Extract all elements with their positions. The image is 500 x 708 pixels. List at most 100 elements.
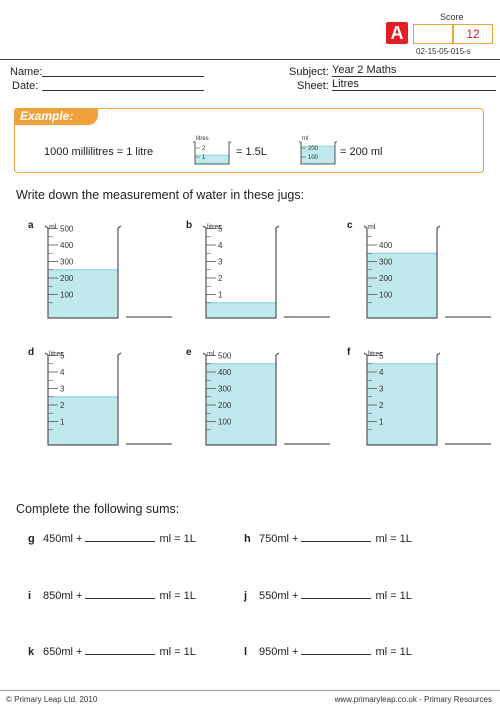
subject-value: Year 2 Maths (332, 65, 496, 77)
jug-e-outline (202, 352, 280, 446)
sum-right: ml = 1L (159, 646, 196, 658)
sum-row-k: k 650ml + ml = 1L (28, 645, 196, 658)
sum-left: 950ml + (259, 646, 299, 658)
sum-row-g: g 450ml + ml = 1L (28, 532, 196, 545)
sum-row-i: i 850ml + ml = 1L (28, 589, 196, 602)
sum-letter: h (244, 533, 251, 545)
example-jug2-unit: ml (302, 136, 308, 142)
primary-leap-logo: A (386, 22, 408, 44)
subject-label: Subject: (289, 66, 329, 78)
jug-b-water (206, 302, 276, 318)
jug-e-tick-label: 400 (218, 368, 232, 377)
example-box (14, 108, 484, 173)
jug-d-tick-label: 3 (60, 385, 65, 394)
jug-f-tick-label: 3 (379, 385, 384, 394)
sum-letter: l (244, 646, 248, 658)
jug-e: ml 500 400 300 200 100 (202, 351, 330, 446)
example-jug2-tick-100: 100 (308, 155, 319, 161)
date-line[interactable] (42, 90, 204, 91)
jug-letter-b: b (186, 220, 193, 231)
example-jug2-answer: = 200 ml (340, 146, 383, 158)
jug-e-unit: ml (207, 351, 215, 358)
jug-c: ml 400 300 200 100 (363, 224, 491, 319)
example-jug1-answer: = 1.5L (236, 146, 267, 158)
jug-b-tick-label: 5 (218, 225, 223, 234)
jug-letter-e: e (186, 347, 192, 358)
sum-left: 650ml + (43, 646, 83, 658)
example-tab: Example: (14, 108, 98, 125)
jug-d-tick-label: 1 (60, 418, 65, 427)
jug-letter-a: a (28, 220, 34, 231)
sum-left: 550ml + (259, 590, 299, 602)
example-jug1-tick-2: 2 (202, 146, 206, 152)
sum-answer-line[interactable] (301, 589, 372, 599)
date-label: Date: (12, 80, 39, 92)
jug-e-tick-label: 200 (218, 401, 232, 410)
sum-letter: g (28, 533, 35, 545)
jug-d-tick-label: 5 (60, 352, 65, 361)
jug-c-outline (363, 225, 441, 319)
jug-a-tick-label: 100 (60, 291, 74, 300)
sum-row-l: l 950ml + ml = 1L (244, 645, 412, 658)
sum-answer-line[interactable] (301, 532, 372, 542)
name-label: Name: (10, 66, 43, 78)
sum-right: ml = 1L (159, 590, 196, 602)
sum-letter: j (244, 590, 248, 602)
jug-d-unit: litres (49, 351, 64, 358)
footer-divider (0, 690, 500, 691)
jug-b-tick-label: 2 (218, 274, 223, 283)
jug-a-unit: ml (49, 224, 57, 231)
example-statement: 1000 millilitres = 1 litre (44, 146, 154, 158)
jug-c-tick-label: 200 (379, 274, 393, 283)
example-jug-ml: ml 200 100 (299, 136, 337, 165)
sum-right: ml = 1L (375, 533, 412, 545)
sheet-code: 02-15-05-015-s (416, 47, 471, 56)
jug-f-tick-label: 1 (379, 418, 384, 427)
sum-left: 450ml + (43, 533, 83, 545)
example-jug2-tick-200: 200 (308, 146, 319, 152)
jug-a-tick-label: 500 (60, 225, 74, 234)
jug-a-tick-label: 400 (60, 241, 74, 250)
sum-left: 850ml + (43, 590, 83, 602)
jug-b-tick-label: 3 (218, 258, 223, 267)
jug-a: ml 500 400 300 200 100 (44, 224, 172, 319)
jug-e-water (206, 363, 276, 445)
jug-b-tick-label: 4 (218, 241, 223, 250)
jug-a-tick-label: 300 (60, 258, 74, 267)
sum-answer-line[interactable] (85, 532, 156, 542)
question-jugs: Write down the measurement of water in t… (16, 188, 305, 202)
jug-d-outline (44, 352, 122, 446)
jug-a-tick-label: 200 (60, 274, 74, 283)
sum-answer-line[interactable] (85, 589, 156, 599)
jug-letter-f: f (347, 347, 351, 358)
example-jug1-water (195, 155, 229, 164)
jug-c-tick-label: 100 (379, 291, 393, 300)
sheet-label: Sheet: (297, 80, 329, 92)
footer-copyright: © Primary Leap Ltd. 2010 (6, 695, 98, 704)
jug-d-water (48, 396, 118, 445)
jug-a-outline (44, 225, 122, 319)
jug-e-tick-label: 500 (218, 352, 232, 361)
footer-website: www.primaryleap.co.uk - Primary Resource… (334, 695, 492, 704)
jug-b-unit: litres (207, 224, 222, 231)
sum-row-j: j 550ml + ml = 1L (244, 589, 412, 602)
sheet-value: Litres (332, 79, 496, 91)
jug-c-unit: ml (368, 224, 376, 231)
sum-left: 750ml + (259, 533, 299, 545)
jug-f-water (367, 363, 437, 445)
jug-d-tick-label: 2 (60, 401, 65, 410)
sum-answer-line[interactable] (301, 645, 372, 655)
jug-f-outline (363, 352, 441, 446)
jug-c-tick-label: 300 (379, 258, 393, 267)
jug-b-tick-label: 1 (218, 291, 223, 300)
jug-b-outline (202, 225, 280, 319)
sum-right: ml = 1L (375, 646, 412, 658)
jug-e-tick-label: 300 (218, 385, 232, 394)
jug-f-tick-label: 2 (379, 401, 384, 410)
score-box-empty (413, 24, 453, 44)
jug-e-tick-label: 100 (218, 418, 232, 427)
sum-answer-line[interactable] (85, 645, 156, 655)
name-line[interactable] (42, 76, 204, 77)
